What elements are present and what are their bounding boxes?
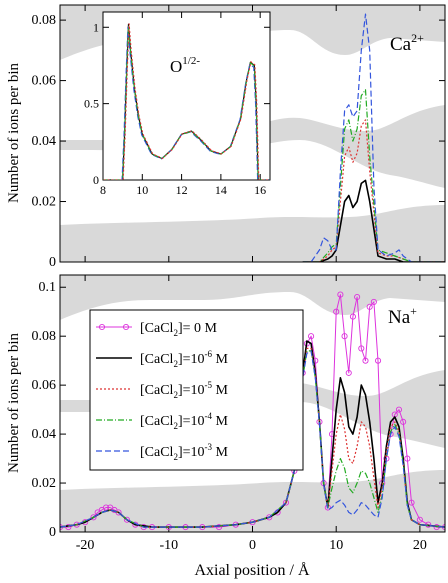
inset-ion-label: O1/2- [170,55,200,76]
legend-box [89,309,304,471]
x-tick-label: 10 [329,538,343,553]
top-series [302,13,445,262]
bottom-axes: 0 0.02 0.04 0.06 0.08 0.1 -20 -10 0 10 20 [32,275,445,553]
y-tick-label: 0.04 [32,427,57,442]
legend: [CaCl2]= 0 M [CaCl2]=10-6 M [CaCl2]=10-5 M… [89,309,304,471]
inset-overlay-line [103,23,270,180]
x-tick-label: 12 [176,183,188,197]
y-tick-label: 0.1 [39,280,57,295]
legend-label-1: [CaCl2]=10-6 M [140,349,229,369]
x-tick-label: 10 [136,183,148,197]
series-point [362,357,369,364]
inset-panel: 0 0.5 1 8 10 12 14 16 O1/2- [84,11,271,197]
inset-series [103,23,270,180]
top-panel-ion-label: Ca2+ [390,31,424,55]
x-tick-label: 14 [215,183,227,197]
y-tick-label: 0.06 [32,378,57,393]
series-line-0-0 [302,179,445,262]
series-point [215,524,223,531]
series-point [65,524,72,531]
x-tick-label: 0 [249,538,256,553]
series-point [102,504,110,511]
bottom-panel-ion-label: Na+ [388,304,417,328]
series-point [90,514,97,521]
y-tick-label: 0.04 [32,134,57,149]
x-tick-label: 8 [100,183,106,197]
x-tick-label: 16 [254,183,266,197]
series-point [123,516,131,523]
top-panel-frame [59,4,446,263]
series-point [366,303,373,310]
series-point [345,369,352,376]
bottom-y-axis-label: Number of ions per bin [6,333,22,473]
series-point [308,333,315,340]
series-point [395,406,403,413]
x-tick-label: -10 [159,538,178,553]
series-line-0-3 [302,13,445,262]
y-tick-label: 0 [49,525,56,540]
y-tick-label: 0.08 [32,329,57,344]
series-line-2-4 [60,350,445,528]
y-tick-label: 0.08 [32,13,57,28]
x-tick-label: 20 [413,538,427,553]
series-point [354,293,361,301]
series-point [370,298,377,305]
top-axes: 0 0.02 0.04 0.06 0.08 [32,5,445,270]
series-point [333,308,340,315]
legend-label-3: [CaCl2]=10-4 M [140,411,229,431]
series-line-0-2 [302,89,445,262]
series-point [404,455,411,462]
series-point [400,418,407,425]
y-tick-label: 0.06 [32,74,57,89]
legend-label-2: [CaCl2]=10-5 M [140,380,229,400]
bottom-panel-frame [59,274,446,533]
y-tick-label: 0 [93,173,99,187]
y-tick-label: 0.5 [84,97,99,111]
top-y-axis-label: Number of ions per bin [6,63,22,203]
y-tick-label: 1 [93,20,99,34]
legend-marker [122,323,130,331]
y-tick-label: 0.02 [32,195,57,210]
y-tick-label: 0 [49,255,56,270]
y-tick-label: 0.02 [32,476,57,491]
series-point [374,357,382,364]
legend-label-4: [CaCl2]=10-3 M [140,442,229,462]
legend-marker [98,323,106,331]
x-axis-label: Axial position / Å [194,561,310,579]
bottom-panel: 0 0.02 0.04 0.06 0.08 0.1 -20 -10 0 10 20 Na+ [CaC… [32,274,446,553]
x-tick-label: -20 [76,538,95,553]
series-point [416,516,423,523]
series-point [337,291,344,298]
series-point [358,345,365,352]
inset-overlay-line [103,24,270,180]
series-point [408,499,415,506]
inset-axes: 0 0.5 1 8 10 12 14 16 [84,12,270,197]
series-point [341,333,348,340]
legend-label-0: [CaCl2]= 0 M [140,321,218,338]
series-point [349,313,356,320]
